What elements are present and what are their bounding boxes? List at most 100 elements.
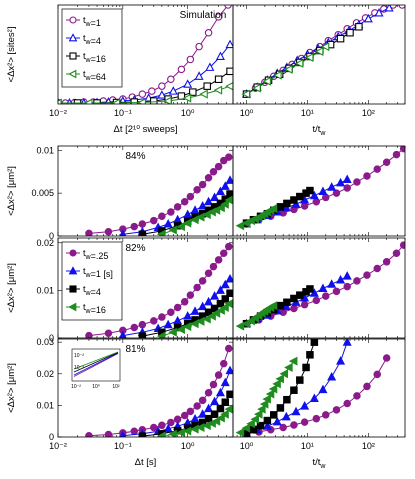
data-point [182,426,192,436]
panel-p2: 0 0.005 0.01 84% <Δx²> [μm²] [6,145,234,241]
legend-marker [68,33,78,42]
data-point [190,205,200,214]
series-t-w-1-s- [119,175,233,236]
data-point [180,411,189,420]
data-point [216,203,225,213]
inset: 10⁻² 10⁰ 10² 10⁻² 10⁻³ [71,348,121,390]
data-point [167,308,175,317]
y-tick-label: 0.02 [36,238,54,248]
data-point [310,339,319,346]
data-point [193,283,201,292]
y-tick-label: 0.01 [36,145,54,155]
data-point [268,301,278,311]
data-point [150,97,158,104]
data-point [198,201,208,210]
data-point [262,76,271,86]
data-point [320,42,330,52]
data-point [104,430,113,437]
data-point [389,5,397,9]
data-point [246,419,255,429]
data-point [224,5,232,9]
legend-marker [68,69,77,79]
data-point [173,315,183,325]
data-point [85,431,93,437]
data-point [213,85,223,95]
data-point [156,229,166,236]
data-point [210,304,219,313]
data-point [148,87,156,95]
data-point [190,215,199,225]
data-point [226,67,233,76]
data-point [318,384,328,394]
data-point [85,229,93,236]
data-point [265,389,275,399]
data-point [204,414,213,423]
data-point [211,308,221,318]
data-point [253,409,263,419]
data-point [176,222,185,232]
data-point [168,225,177,235]
x-axis-label: t/tw [313,124,327,137]
x-tick-label: 10⁰ [181,108,195,118]
data-point [158,313,166,321]
panel-p3 [232,145,406,237]
y-tick-label: 0 [49,432,54,442]
data-point [306,186,314,195]
data-point [257,404,266,414]
data-point [225,273,233,283]
data-point [327,279,337,288]
data-point [290,386,298,394]
legend-marker [68,302,77,312]
legend-marker [69,16,77,24]
data-point [220,199,229,209]
data-point [220,377,230,387]
data-point [137,98,146,104]
data-point [138,432,147,437]
inset-line [73,352,119,376]
data-point [214,13,223,21]
data-point [225,365,233,375]
x-tick-label: 10¹ [301,108,314,118]
series-t-w-16 [235,204,278,231]
y-axis-label: <Δx²> [μm²] [6,263,17,313]
panel-p7: 10⁰ 10¹ 10² t/tw [232,338,406,470]
data-point [300,202,309,210]
data-point [382,354,391,362]
data-point [195,316,205,326]
y-axis-label: <Δx²> [sites²] [6,27,17,83]
data-point [202,210,211,220]
data-point [268,204,278,214]
data-point [202,314,211,324]
series-t-w-16 [235,356,298,437]
data-point [210,396,220,406]
series-t-w-16 [156,195,233,236]
data-point [322,411,330,419]
data-point [130,427,139,436]
data-point [309,288,319,297]
data-point [276,203,285,211]
data-point [291,406,301,416]
data-point [190,414,200,423]
data-point [262,394,271,404]
data-point [173,303,182,312]
panel-p5 [232,237,406,339]
data-point [182,93,192,103]
data-point [138,220,147,228]
data-point [363,172,371,180]
legend-marker [69,285,77,293]
data-point [182,322,192,332]
data-point [306,351,314,359]
legend-marker [69,249,77,257]
data-point [273,70,282,80]
series-t-w-1-s- [118,273,233,338]
panel-annotation: Simulation [180,10,227,21]
data-point [284,64,293,74]
data-point [225,39,233,49]
y-tick-label: 0.005 [31,188,54,198]
data-point [220,181,230,190]
data-point [279,369,289,379]
x-axis-label: Δt [s] [135,457,157,468]
data-point [314,47,324,57]
data-point [283,298,291,307]
